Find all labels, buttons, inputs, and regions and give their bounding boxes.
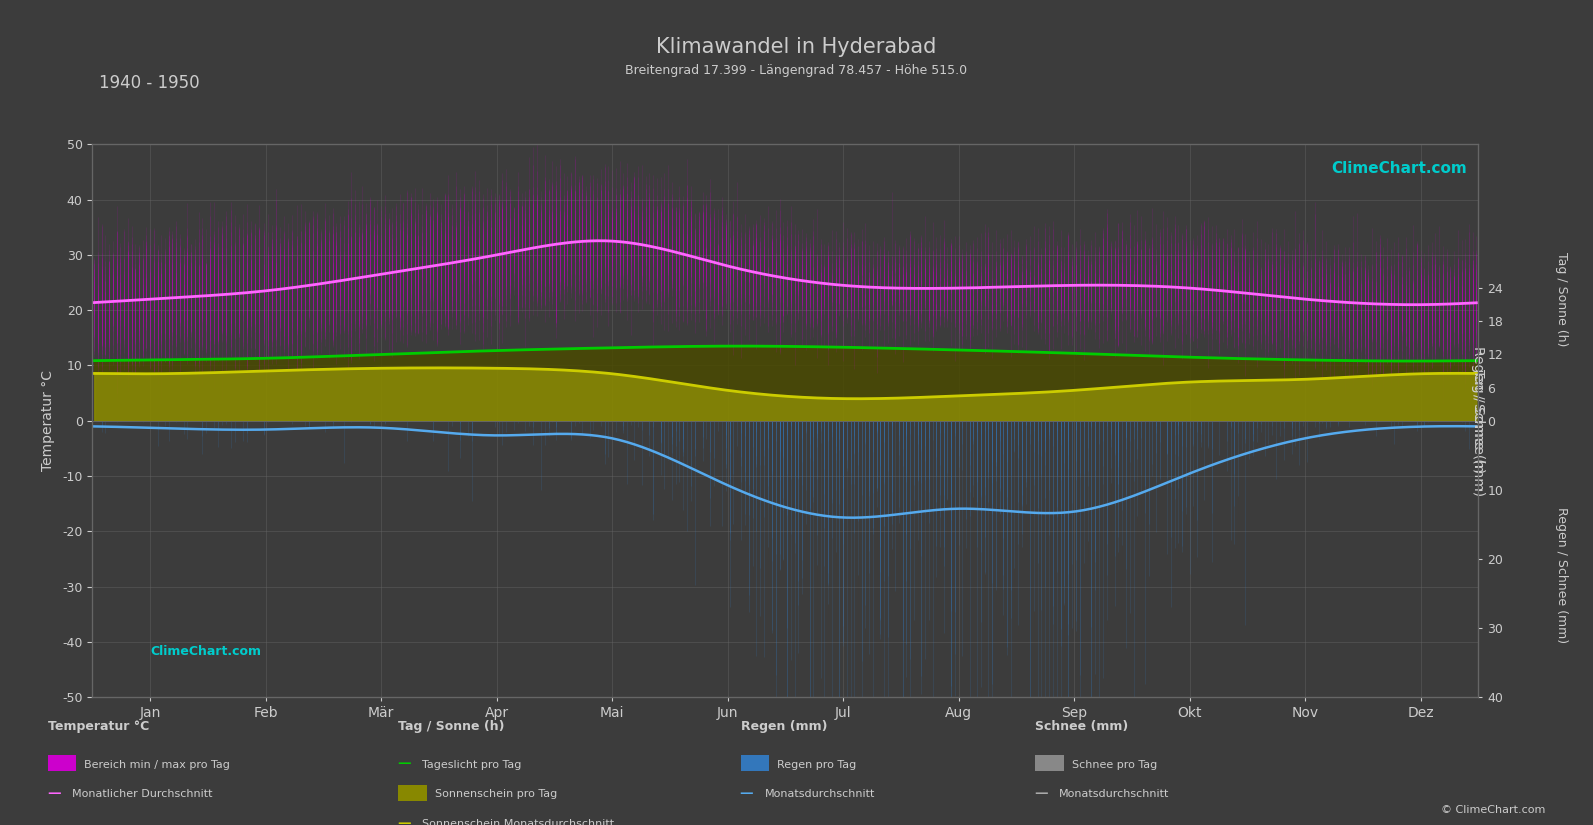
Y-axis label: Temperatur °C: Temperatur °C (41, 370, 56, 471)
Text: ─: ─ (398, 814, 409, 825)
Text: Temperatur °C: Temperatur °C (48, 720, 150, 733)
Text: Tageslicht pro Tag: Tageslicht pro Tag (422, 760, 521, 770)
Text: ─: ─ (398, 755, 409, 775)
Text: Schnee (mm): Schnee (mm) (1035, 720, 1129, 733)
Text: ClimeChart.com: ClimeChart.com (1332, 161, 1467, 176)
Text: Tag / Sonne (h): Tag / Sonne (h) (398, 720, 505, 733)
Text: © ClimeChart.com: © ClimeChart.com (1440, 805, 1545, 815)
Text: Monatlicher Durchschnitt: Monatlicher Durchschnitt (72, 790, 212, 799)
Text: Sonnenschein Monatsdurchschnitt: Sonnenschein Monatsdurchschnitt (422, 819, 615, 825)
Text: Sonnenschein pro Tag: Sonnenschein pro Tag (435, 790, 558, 799)
Text: ─: ─ (48, 785, 59, 804)
Text: Tag / Sonne (h): Tag / Sonne (h) (1555, 252, 1568, 346)
Text: Bereich min / max pro Tag: Bereich min / max pro Tag (84, 760, 231, 770)
Text: ─: ─ (741, 785, 752, 804)
Text: Regen / Schnee (mm): Regen / Schnee (mm) (1555, 507, 1568, 644)
Text: Regen pro Tag: Regen pro Tag (777, 760, 857, 770)
Y-axis label: Tag / Sonne (h): Tag / Sonne (h) (1472, 369, 1485, 473)
Text: Regen (mm): Regen (mm) (741, 720, 827, 733)
Text: Breitengrad 17.399 - Längengrad 78.457 - Höhe 515.0: Breitengrad 17.399 - Längengrad 78.457 -… (626, 64, 967, 77)
Text: ClimeChart.com: ClimeChart.com (150, 645, 261, 658)
Text: Schnee pro Tag: Schnee pro Tag (1072, 760, 1158, 770)
Y-axis label: Regen / Schnee (mm): Regen / Schnee (mm) (1472, 346, 1485, 496)
Text: Monatsdurchschnitt: Monatsdurchschnitt (1059, 790, 1169, 799)
Text: Klimawandel in Hyderabad: Klimawandel in Hyderabad (656, 37, 937, 57)
Text: 1940 - 1950: 1940 - 1950 (99, 74, 199, 92)
Text: Monatsdurchschnitt: Monatsdurchschnitt (765, 790, 875, 799)
Text: ─: ─ (1035, 785, 1047, 804)
